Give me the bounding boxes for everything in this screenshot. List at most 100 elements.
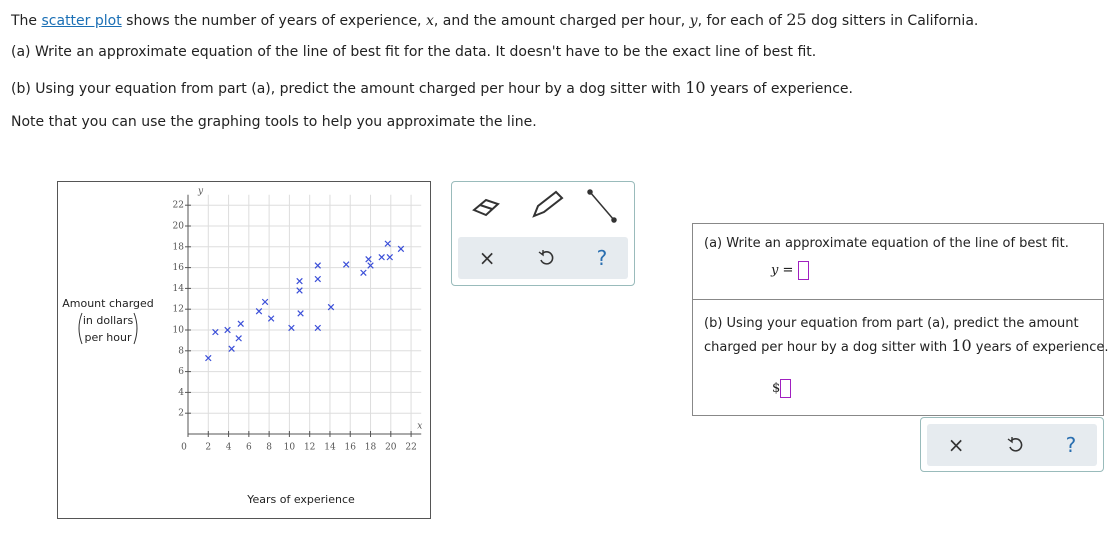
x-tick-label: 2 (205, 443, 211, 453)
input[interactable] (780, 379, 792, 398)
var: y (771, 263, 779, 278)
button-bar: ×? (458, 237, 628, 279)
number: 10 (685, 78, 706, 97)
line-tool[interactable] (587, 189, 617, 223)
y-tick-label: 6 (178, 367, 184, 377)
paren (133, 312, 138, 345)
x-tick-label: 12 (304, 443, 315, 453)
point (212, 328, 219, 336)
equation: y = (771, 261, 809, 280)
y-axis-label: Amount charged (62, 297, 154, 310)
point (314, 262, 322, 269)
undo-button[interactable] (1006, 436, 1024, 454)
answer-b: (b) Using your equation from part (a), p… (692, 299, 1109, 416)
point (235, 335, 242, 342)
intro: The scatter plot shows the number of yea… (11, 10, 978, 29)
tool-icons (472, 189, 617, 223)
paren (78, 312, 83, 345)
point (261, 298, 269, 306)
x-tick-label: 8 (266, 443, 272, 453)
text: dog sitters in California. (806, 13, 979, 29)
point (327, 303, 335, 311)
point (296, 277, 303, 285)
point (296, 287, 303, 294)
x-tick-label: 18 (365, 443, 377, 453)
x-tick-label: 0 (181, 443, 187, 453)
x-tick-label: 10 (284, 443, 296, 453)
point (384, 240, 391, 247)
point (224, 326, 231, 334)
y-tick-label: 2 (178, 409, 184, 419)
point (205, 354, 212, 362)
pencil-tool[interactable] (532, 190, 564, 218)
point (397, 245, 405, 253)
x-tick-label: 4 (226, 443, 232, 453)
input[interactable] (797, 261, 809, 280)
text: The (11, 13, 42, 29)
y-axis-label: in dollars (83, 314, 134, 327)
point (360, 269, 367, 277)
y-tick-label: 4 (178, 388, 184, 398)
text: years of experience. (971, 340, 1109, 355)
point (297, 310, 304, 317)
text: shows the number of years of experience, (121, 13, 426, 29)
text: (b) Using your equation from part (a), p… (11, 81, 686, 97)
note: Note that you can use the graphing tools… (11, 114, 537, 130)
x-tick-label: 16 (345, 443, 357, 453)
graph-frame: 0 2 4 6 8 10 12 14 16 18 20 22 2 4 6 8 10 12 14 16 18 20 22 x y Y… (57, 181, 431, 519)
x-axis-var: x (417, 422, 422, 432)
button-bar: ×? (927, 424, 1097, 466)
var: x (425, 13, 434, 29)
number: 25 (786, 10, 807, 29)
y-tick-label: 22 (173, 201, 184, 211)
help-button[interactable]: ? (1065, 433, 1077, 457)
eraser-tool[interactable] (472, 198, 500, 217)
link[interactable]: scatter plot (41, 13, 122, 29)
help-button[interactable]: ? (596, 246, 608, 270)
point (288, 324, 295, 332)
x-tick-label: 14 (324, 443, 336, 453)
point (314, 324, 322, 332)
currency: $ (772, 381, 781, 396)
var: y (689, 13, 698, 29)
y-tick-label: 8 (178, 346, 184, 356)
prompt: charged per hour by a dog sitter with 10… (704, 336, 1109, 355)
undo-button[interactable] (537, 249, 555, 267)
point (237, 320, 244, 327)
point (267, 315, 275, 322)
x-tick-label: 20 (385, 443, 397, 453)
y-tick-label: 18 (173, 242, 185, 252)
text: charged per hour by a dog sitter with (704, 340, 952, 355)
y-axis-label: per hour (85, 331, 132, 344)
y-tick-label: 10 (173, 326, 185, 336)
point (314, 275, 322, 283)
clear-button[interactable]: × (947, 433, 965, 457)
point (228, 345, 235, 352)
tool-panel: ×? (451, 181, 635, 286)
text: , and the amount charged per hour, (433, 13, 690, 29)
text: , for each of (697, 13, 787, 29)
number: 10 (951, 336, 972, 355)
dollar-input: $ (772, 379, 792, 398)
part-b: (b) Using your equation from part (a), p… (11, 78, 853, 97)
prompt: (b) Using your equation from part (a), p… (704, 316, 1079, 331)
point (386, 253, 394, 261)
point (367, 262, 374, 269)
point (378, 253, 385, 261)
prompt: (a) Write an approximate equation of the… (704, 236, 1069, 251)
equals: = (782, 263, 794, 278)
point (342, 261, 350, 268)
y-tick-label: 16 (173, 263, 185, 273)
x-axis-label: Years of experience (246, 493, 355, 506)
point (365, 256, 372, 263)
clear-button[interactable]: × (478, 246, 496, 270)
point (255, 308, 263, 315)
y-tick-label: 12 (173, 305, 184, 315)
x-tick-label: 6 (246, 443, 252, 453)
answer-a: (a) Write an approximate equation of the… (692, 223, 1104, 300)
y-axis-var: y (197, 186, 204, 196)
answer-buttons: ×? (920, 417, 1104, 472)
y-tick-label: 14 (173, 284, 185, 294)
x-tick-label: 22 (405, 443, 416, 453)
